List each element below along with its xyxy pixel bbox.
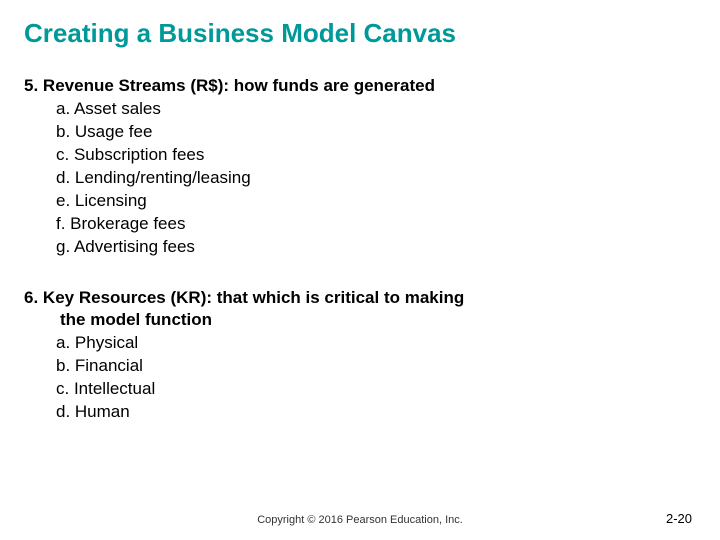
list-item: b. Usage fee xyxy=(56,121,696,144)
section-6-heading: 6. Key Resources (KR): that which is cri… xyxy=(24,287,696,333)
section-6-number: 6. xyxy=(24,288,38,307)
list-item: b. Financial xyxy=(56,355,696,378)
list-item: d. Human xyxy=(56,401,696,424)
copyright-footer: Copyright © 2016 Pearson Education, Inc. xyxy=(0,514,720,526)
list-item: g. Advertising fees xyxy=(56,236,696,259)
section-5-list: a. Asset sales b. Usage fee c. Subscript… xyxy=(56,98,696,259)
section-6: 6. Key Resources (KR): that which is cri… xyxy=(24,287,696,425)
list-item: e. Licensing xyxy=(56,190,696,213)
list-item: a. Asset sales xyxy=(56,98,696,121)
section-6-heading-line1: Key Resources (KR): that which is critic… xyxy=(43,288,464,307)
list-item: a. Physical xyxy=(56,332,696,355)
list-item: c. Intellectual xyxy=(56,378,696,401)
section-6-heading-line2: the model function xyxy=(60,309,696,332)
list-item: f. Brokerage fees xyxy=(56,213,696,236)
section-5-number: 5. xyxy=(24,76,38,95)
page-number: 2-20 xyxy=(666,511,692,526)
section-5-heading: 5. Revenue Streams (R$): how funds are g… xyxy=(24,75,696,98)
section-5-heading-text: Revenue Streams (R$): how funds are gene… xyxy=(43,76,435,95)
list-item: c. Subscription fees xyxy=(56,144,696,167)
slide-title: Creating a Business Model Canvas xyxy=(24,18,696,49)
section-6-list: a. Physical b. Financial c. Intellectual… xyxy=(56,332,696,424)
list-item: d. Lending/renting/leasing xyxy=(56,167,696,190)
section-5: 5. Revenue Streams (R$): how funds are g… xyxy=(24,75,696,259)
